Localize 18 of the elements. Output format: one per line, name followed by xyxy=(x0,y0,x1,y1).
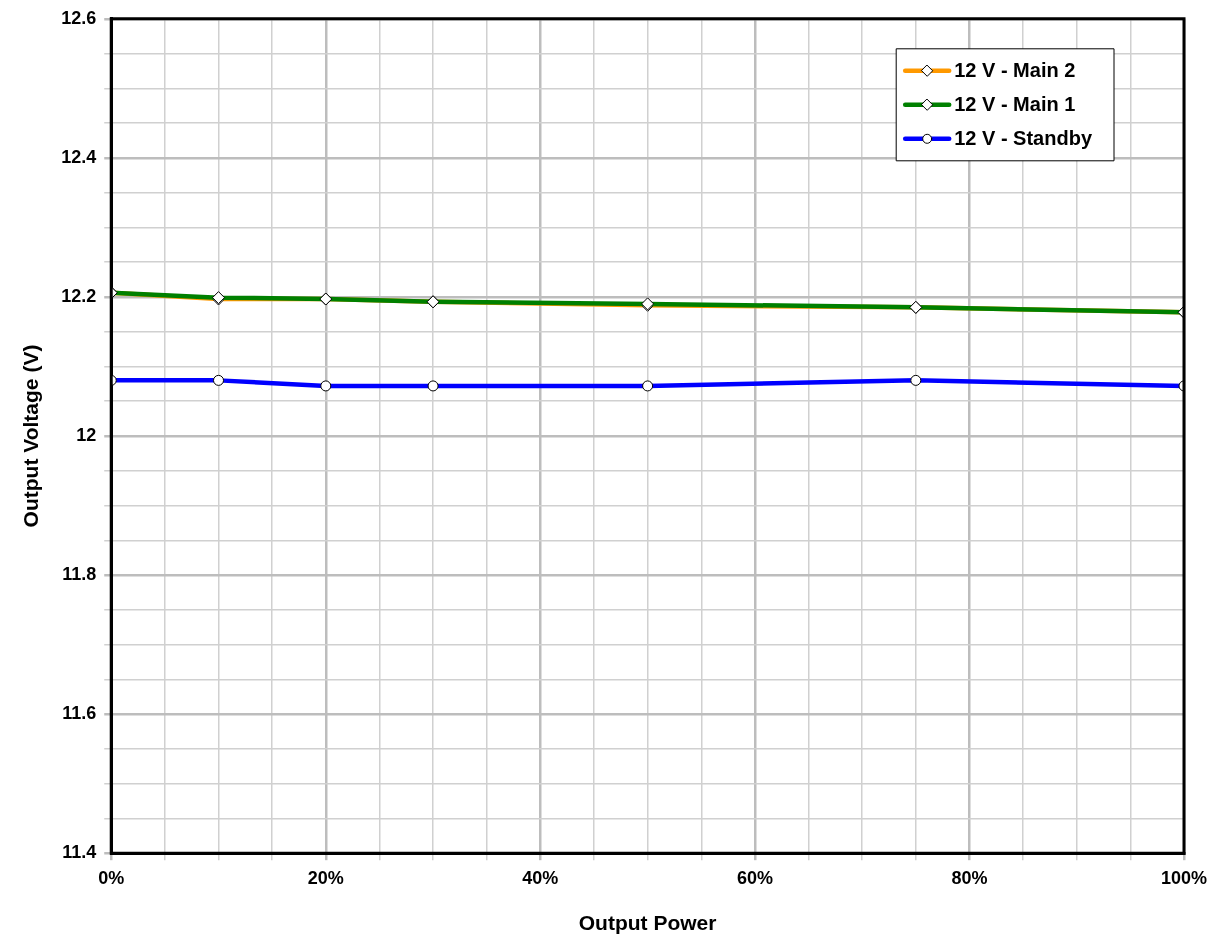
y-tick-label: 12.4 xyxy=(61,146,97,167)
x-tick-label: 20% xyxy=(307,867,344,888)
x-tick-label: 80% xyxy=(951,867,988,888)
y-tick-label: 11.8 xyxy=(62,564,97,585)
legend-label: 12 V - Standby xyxy=(954,127,1093,150)
y-tick-label: 11.6 xyxy=(62,703,97,724)
y-tick-label: 11.4 xyxy=(62,842,97,863)
legend-label: 12 V - Main 2 xyxy=(954,59,1076,82)
x-tick-label: 100% xyxy=(1160,867,1208,888)
y-tick-label: 12.2 xyxy=(61,285,97,306)
x-tick-label: 40% xyxy=(522,867,559,888)
legend-label: 12 V - Main 1 xyxy=(954,93,1076,116)
y-tick-label: 12 xyxy=(76,424,97,445)
x-tick-label: 0% xyxy=(98,867,125,888)
y-axis-title: Output Voltage (V) xyxy=(19,344,43,528)
y-tick-label: 12.6 xyxy=(61,7,97,28)
x-axis-title: Output Power xyxy=(578,911,717,935)
x-tick-label: 60% xyxy=(736,867,773,888)
